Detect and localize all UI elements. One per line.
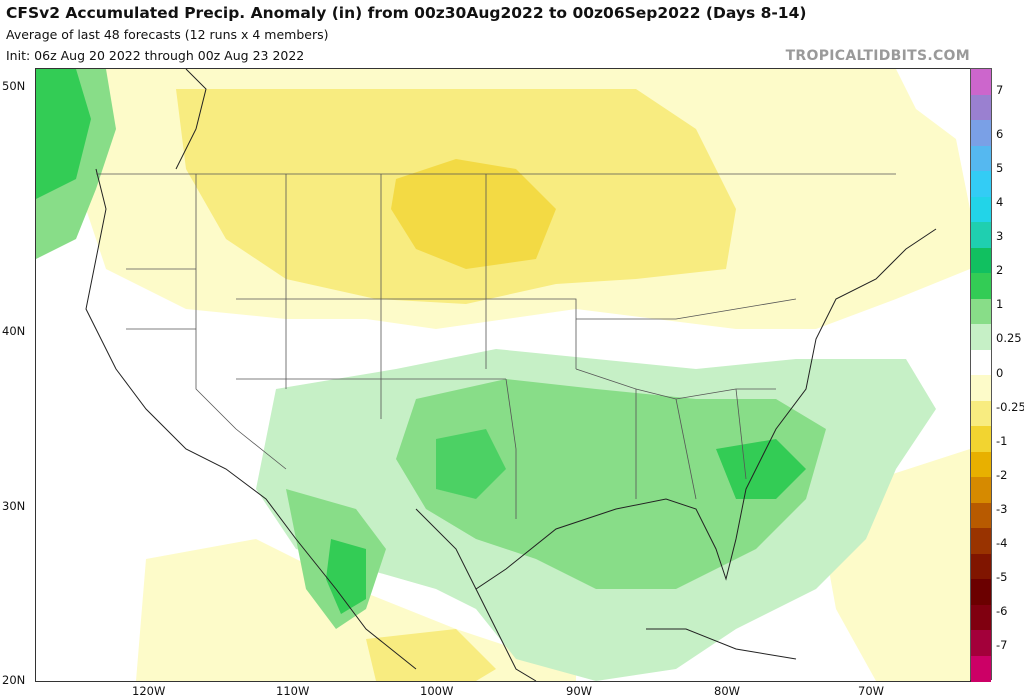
map-canvas bbox=[36, 69, 970, 681]
wet-anomaly-gulf-coast bbox=[396, 379, 826, 589]
colorbar-label: 0.25 bbox=[996, 331, 1022, 345]
colorbar-segment bbox=[971, 324, 991, 350]
dry-anomaly-southwest-core bbox=[366, 629, 496, 681]
colorbar-label: -4 bbox=[996, 536, 1008, 550]
lon-label-90w: 90W bbox=[566, 684, 593, 698]
colorbar-label: 3 bbox=[996, 229, 1004, 243]
wet-anomaly-carolina-core bbox=[716, 439, 806, 499]
lat-label-20n: 20N bbox=[2, 673, 26, 687]
colorbar-segment bbox=[971, 120, 991, 146]
colorbar-segment bbox=[971, 94, 991, 121]
colorbar-label: 4 bbox=[996, 195, 1004, 209]
colorbar-segment bbox=[971, 349, 991, 376]
colorbar-label: 6 bbox=[996, 127, 1004, 141]
colorbar-segment bbox=[971, 400, 991, 427]
brand-watermark: TROPICALTIDBITS.COM bbox=[785, 48, 970, 64]
colorbar-segment bbox=[971, 69, 991, 95]
colorbar-label: -2 bbox=[996, 468, 1008, 482]
colorbar-label: -1 bbox=[996, 434, 1008, 448]
colorbar-segment bbox=[971, 273, 991, 299]
colorbar-label: -5 bbox=[996, 570, 1008, 584]
colorbar-segment bbox=[971, 477, 991, 503]
map-subtitle-forecasts: Average of last 48 forecasts (12 runs x … bbox=[6, 27, 329, 42]
colorbar-segment bbox=[971, 375, 991, 401]
colorbar-segment bbox=[971, 655, 991, 682]
colorbar-label: 2 bbox=[996, 263, 1004, 277]
colorbar-segment bbox=[971, 196, 991, 223]
wet-anomaly-texas bbox=[436, 429, 506, 499]
colorbar-legend bbox=[970, 68, 992, 682]
wet-anomaly-mexico-core bbox=[326, 539, 366, 614]
colorbar-segment bbox=[971, 247, 991, 274]
colorbar-label: 5 bbox=[996, 161, 1004, 175]
colorbar-label: 0 bbox=[996, 366, 1004, 380]
colorbar-segment bbox=[971, 630, 991, 656]
colorbar-segment bbox=[971, 604, 991, 631]
lat-label-30n: 30N bbox=[2, 499, 26, 513]
colorbar-segment bbox=[971, 145, 991, 172]
colorbar-label: -3 bbox=[996, 502, 1008, 516]
state-boundaries bbox=[96, 173, 896, 519]
colorbar-label: -7 bbox=[996, 638, 1008, 652]
dry-anomaly-core bbox=[391, 159, 556, 269]
colorbar-label: -0.25 bbox=[996, 400, 1024, 414]
colorbar-segment bbox=[971, 298, 991, 325]
lat-label-50n: 50N bbox=[2, 79, 26, 93]
colorbar-segment bbox=[971, 528, 991, 554]
colorbar-label: -6 bbox=[996, 604, 1008, 618]
colorbar-segment bbox=[971, 222, 991, 248]
wet-anomaly-pacific-nw-core bbox=[36, 69, 91, 199]
colorbar-segment bbox=[971, 451, 991, 478]
colorbar-segment bbox=[971, 579, 991, 605]
map-subtitle-init: Init: 06z Aug 20 2022 through 00z Aug 23… bbox=[6, 48, 305, 63]
lon-label-110w: 110W bbox=[276, 684, 310, 698]
lon-label-120w: 120W bbox=[132, 684, 166, 698]
colorbar-segment bbox=[971, 426, 991, 452]
coastline-outlines bbox=[85, 69, 937, 681]
colorbar-label: 7 bbox=[996, 83, 1004, 97]
colorbar-label: 1 bbox=[996, 297, 1004, 311]
colorbar-segment bbox=[971, 502, 991, 529]
lon-label-100w: 100W bbox=[420, 684, 454, 698]
colorbar-segment bbox=[971, 171, 991, 197]
lon-label-70w: 70W bbox=[858, 684, 885, 698]
precip-anomaly-map bbox=[35, 68, 971, 682]
lon-label-80w: 80W bbox=[714, 684, 741, 698]
colorbar-segment bbox=[971, 553, 991, 580]
map-title: CFSv2 Accumulated Precip. Anomaly (in) f… bbox=[6, 4, 807, 22]
lat-label-40n: 40N bbox=[2, 324, 26, 338]
